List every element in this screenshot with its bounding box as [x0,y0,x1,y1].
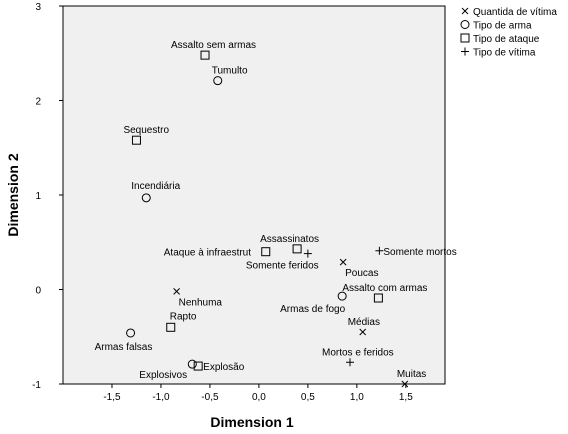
data-point [292,244,302,254]
data-point [303,249,312,258]
legend-marker-square [460,33,470,43]
point-label: Poucas [345,268,378,279]
point-label: Assalto com armas [342,283,427,294]
point-label: Explosão [203,362,245,373]
legend-label: Tipo de ataque [473,34,540,45]
data-point [261,247,271,257]
data-point [126,328,136,338]
point-label: Muitas [397,369,426,380]
data-point [373,293,383,303]
point-label: Mortos e feridos [322,347,394,358]
x-tick-label: 1,5 [399,392,413,403]
x-tick-label: -1,5 [103,392,121,403]
x-tick-label: -0,5 [201,392,219,403]
x-tick-label: 0,5 [301,392,315,403]
data-point [337,291,347,301]
legend: Quantida de vítima Tipo de arma Tipo de at… [460,7,557,59]
point-label: Somente feridos [246,261,319,272]
legend-label: Tipo de vítima [473,48,536,59]
data-points-group [126,50,409,388]
point-label: Rapto [170,311,197,322]
data-point [187,359,197,369]
point-label: Incendiária [131,181,180,192]
data-point [173,288,180,295]
data-point [166,322,176,332]
axis-ticks-group: -1,5 -1,0 -0,5 0,0 0,5 1,0 1,5 3 2 1 0 -1 [32,2,413,403]
data-point [359,328,367,336]
point-label: Assalto sem armas [171,40,256,51]
point-label: Sequestro [123,125,169,136]
legend-marker-x [461,7,469,15]
data-point [345,358,354,367]
point-label: Armas de fogo [280,304,345,315]
y-axis-title: Dimension 2 [5,153,21,236]
x-tick-label: 1,0 [350,392,364,403]
point-labels-group: Nenhuma Poucas Médias Muitas Tumulto Incendiá… [95,40,457,381]
point-label: Assassinatos [260,234,319,245]
data-point [141,193,151,203]
data-point [200,50,210,60]
point-label: Somente mortos [383,247,456,258]
point-label: Nenhuma [179,297,223,308]
data-point [375,246,384,255]
legend-marker-plus [461,47,469,56]
data-point [131,135,141,145]
legend-label: Tipo de arma [473,21,532,32]
y-tick-label: 0 [35,286,41,297]
point-label: Armas falsas [95,342,153,353]
y-tick-label: 3 [35,2,41,13]
data-point [193,361,203,371]
point-label: Explosivos [139,370,187,381]
data-point [401,380,409,388]
legend-label: Quantida de vítima [473,7,557,18]
point-label: Médias [348,317,380,328]
data-point [213,76,223,86]
x-tick-label: 0,0 [252,392,266,403]
x-tick-label: -1,0 [152,392,170,403]
point-label: Tumulto [212,66,248,77]
x-axis-title: Dimension 1 [210,414,293,430]
point-label: Ataque à infraestrut [164,248,251,259]
y-tick-label: 2 [35,97,41,108]
y-tick-label: 1 [35,191,41,202]
y-tick-label: -1 [32,380,41,391]
legend-marker-circle [460,20,470,29]
data-point [339,258,347,266]
plot-area [62,5,446,385]
plot-area-group [62,5,446,385]
